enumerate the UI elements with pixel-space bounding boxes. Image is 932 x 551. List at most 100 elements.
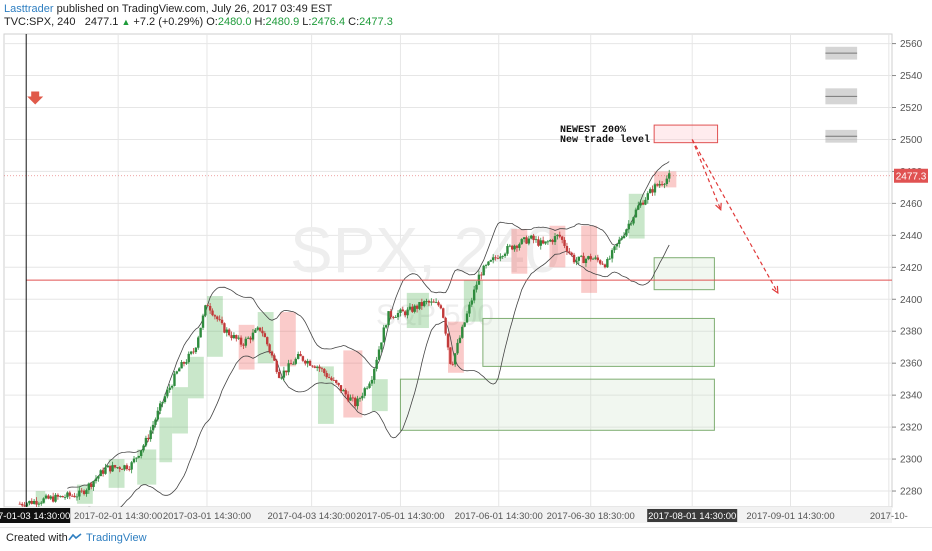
price-chart[interactable]: SPX, 240 S&P 500 2280 2300 2320 2340 2360 238… xyxy=(0,0,932,527)
candle-body xyxy=(101,470,105,474)
candle-body xyxy=(427,300,431,303)
candle-body xyxy=(18,503,22,505)
candle-body xyxy=(82,490,86,495)
candle-body xyxy=(192,351,195,353)
y-tick-label: 2520 xyxy=(900,103,923,114)
candle-body xyxy=(380,342,383,350)
close-value: 2477.3 xyxy=(359,16,393,28)
candle-body xyxy=(251,332,255,340)
candle-body xyxy=(499,256,502,259)
candle-body xyxy=(280,377,283,379)
candle-body xyxy=(42,498,45,503)
tradingview-logo[interactable]: TradingView xyxy=(68,532,147,544)
candle-body xyxy=(218,319,221,320)
candle-body xyxy=(420,302,424,306)
candle-body xyxy=(620,237,623,240)
candle-body xyxy=(496,257,500,259)
zone-box xyxy=(137,449,157,485)
candle-body xyxy=(94,478,98,482)
candle-body xyxy=(634,209,638,218)
candle-body xyxy=(144,437,148,446)
candle-body xyxy=(306,360,309,364)
x-tick-label: 2017-06-30 18:30:00 xyxy=(547,511,635,522)
y-tick-label: 2400 xyxy=(900,295,923,306)
candle-body xyxy=(525,237,528,244)
y-tick-label: 2500 xyxy=(900,135,923,146)
candle-body xyxy=(75,496,79,498)
candle-body xyxy=(208,305,212,311)
candle-body xyxy=(132,458,136,463)
candle-body xyxy=(37,503,41,505)
x-tick-label: 2017-10- xyxy=(870,511,908,522)
price-label-bg xyxy=(894,168,928,183)
candle-body xyxy=(442,308,445,318)
candle-body xyxy=(154,419,157,425)
candle-body xyxy=(530,235,533,239)
candle-body xyxy=(21,503,24,506)
candle-body xyxy=(601,263,604,265)
candle-body xyxy=(463,322,466,327)
candle-body xyxy=(489,260,493,262)
candle-body xyxy=(56,494,60,497)
zone-box xyxy=(108,459,125,488)
drawings xyxy=(4,34,892,507)
candle-body xyxy=(220,319,224,324)
last-price: 2477.1 xyxy=(84,16,119,28)
candle-body xyxy=(332,379,336,381)
candle-body xyxy=(522,237,526,240)
candle-body xyxy=(599,260,602,264)
zone-box xyxy=(172,387,188,434)
candle-body xyxy=(558,234,561,237)
candle-body xyxy=(342,390,345,392)
candle-body xyxy=(182,362,186,364)
candle-body xyxy=(653,184,657,193)
candle-body xyxy=(28,500,31,504)
candle-body xyxy=(109,465,112,472)
candle-body xyxy=(577,256,581,261)
axes: 2280 2300 2320 2340 2360 2380 2400 2420 2440 2460… xyxy=(0,39,928,523)
zone-box xyxy=(448,321,464,373)
candle-body xyxy=(365,387,369,389)
candle-body xyxy=(161,402,164,404)
symbol-label: TVC:SPX, 240 xyxy=(4,16,76,28)
candle-body xyxy=(197,337,200,348)
candle-body xyxy=(311,365,314,367)
x-tick-label: 2017-03-01 14:30:00 xyxy=(163,511,251,522)
candle-body xyxy=(263,333,267,338)
candle-body xyxy=(266,337,269,345)
x-tick-label: 2017-06-01 14:30:00 xyxy=(455,511,543,522)
created-with-text: Created with xyxy=(6,532,68,544)
zone-box xyxy=(653,257,715,291)
candle-body xyxy=(587,256,590,259)
candle-body xyxy=(320,368,324,370)
candle-body xyxy=(632,217,635,224)
candle-body xyxy=(308,360,312,366)
candle-body xyxy=(541,240,545,244)
candle-body xyxy=(518,244,521,248)
candle-body xyxy=(582,255,585,264)
candle-body xyxy=(589,256,592,260)
zone-box xyxy=(581,225,598,293)
candle-body xyxy=(399,309,402,314)
candle-body xyxy=(106,465,110,468)
candle-body xyxy=(268,344,271,352)
candle-body xyxy=(356,398,359,407)
zone-box xyxy=(187,356,204,399)
candle-body xyxy=(175,371,179,374)
author-link[interactable]: Lasttrader xyxy=(4,3,54,15)
candle-body xyxy=(629,223,633,225)
candle-body xyxy=(87,483,91,491)
candle-body xyxy=(339,385,343,392)
y-tick-label: 2320 xyxy=(900,423,923,434)
candle-body xyxy=(346,394,350,401)
candle-body xyxy=(453,353,457,365)
x-tick-label: 2017-02-01 14:30:00 xyxy=(74,511,162,522)
zone-box xyxy=(511,228,528,274)
candle-body xyxy=(142,445,145,451)
candle-body xyxy=(249,337,252,340)
down-arrow-icon xyxy=(27,91,44,105)
candle-body xyxy=(544,241,547,244)
grid xyxy=(3,33,893,508)
close-label: C: xyxy=(348,16,360,28)
candle-body xyxy=(608,258,611,260)
